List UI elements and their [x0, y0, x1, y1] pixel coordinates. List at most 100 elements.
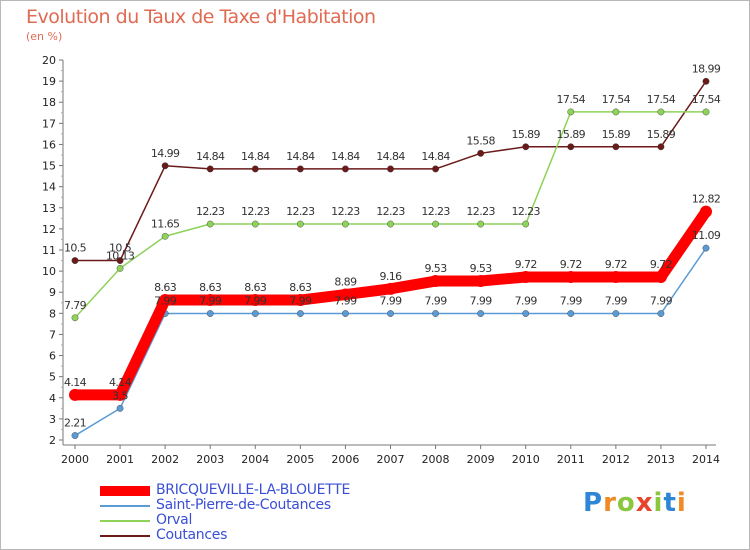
data-point-coutances	[387, 165, 394, 173]
data-label-orval: 12.23	[196, 205, 225, 218]
data-label-saint-pierre: 7.99	[289, 295, 312, 308]
data-point-orval	[161, 232, 169, 240]
data-label-coutances: 15.89	[602, 128, 631, 141]
y-tick-label: 9	[49, 286, 56, 299]
data-point-orval	[251, 220, 259, 228]
y-tick-label: 5	[49, 371, 56, 384]
logo-letter: x	[635, 488, 654, 518]
data-point-coutances	[432, 165, 439, 173]
data-point-saint-pierre	[251, 310, 259, 317]
data-label-coutances: 14.84	[331, 150, 360, 163]
data-point-coutances	[477, 149, 485, 157]
data-label-orval: 12.23	[376, 205, 405, 218]
x-tick-label: 2003	[196, 453, 224, 466]
data-label-orval: 11.65	[151, 217, 180, 230]
y-tick-label: 8	[49, 307, 56, 320]
y-tick-label: 11	[42, 244, 56, 257]
data-label-coutances: 15.89	[511, 128, 540, 141]
data-label-saint-pierre: 7.99	[379, 295, 402, 308]
data-point-coutances	[296, 165, 304, 173]
data-point-coutances	[206, 165, 214, 173]
y-tick-label: 6	[49, 350, 56, 363]
data-point-coutances	[702, 77, 710, 85]
data-point-orval	[702, 108, 710, 116]
logo-letter: P	[583, 488, 604, 518]
data-label-coutances: 15.89	[557, 128, 586, 141]
data-point-orval	[522, 220, 530, 228]
data-label-saint-pierre: 2.21	[64, 417, 86, 430]
data-point-orval	[116, 264, 124, 272]
x-tick-label: 2006	[331, 453, 359, 466]
data-label-orval: 17.54	[602, 93, 631, 106]
legend-label-coutances: Coutances	[156, 527, 228, 543]
data-point-saint-pierre	[296, 310, 304, 317]
data-point-bricqueville	[384, 282, 397, 295]
data-point-coutances	[116, 257, 124, 264]
y-tick-label: 12	[42, 223, 56, 236]
data-point-saint-pierre	[657, 310, 665, 317]
data-point-orval	[206, 220, 214, 228]
logo-letter: i	[676, 488, 687, 518]
proxiti-logo: Proxiti	[583, 488, 687, 518]
chart-subtitle: (en %)	[26, 30, 63, 43]
x-tick-label: 2008	[422, 453, 450, 466]
data-point-saint-pierre	[432, 310, 439, 317]
data-point-bricqueville	[429, 275, 442, 288]
data-label-coutances: 14.84	[376, 150, 405, 163]
y-tick-label: 2	[49, 434, 56, 447]
logo-letter: r	[603, 488, 617, 518]
chart-title: Evolution du Taux de Taxe d'Habitation	[26, 6, 376, 28]
data-label-orval: 7.79	[64, 299, 87, 312]
series-lines	[69, 77, 712, 439]
x-tick-label: 2014	[692, 453, 720, 466]
data-point-bricqueville	[700, 205, 712, 218]
data-point-bricqueville	[519, 271, 532, 284]
data-label-coutances: 14.84	[241, 150, 270, 163]
data-point-orval	[387, 220, 394, 228]
data-point-bricqueville	[564, 271, 577, 284]
x-tick-label: 2010	[512, 453, 540, 466]
data-label-orval: 12.23	[286, 205, 315, 218]
data-label-orval: 12.23	[241, 205, 270, 218]
y-tick-label: 19	[42, 75, 56, 88]
data-point-saint-pierre	[116, 404, 124, 412]
legend-swatch-bricqueville	[100, 486, 150, 496]
data-label-coutances: 18.99	[692, 62, 721, 75]
data-point-orval	[432, 220, 439, 228]
data-point-bricqueville	[609, 271, 622, 284]
data-point-saint-pierre	[387, 310, 394, 317]
data-point-bricqueville	[474, 275, 487, 288]
data-point-bricqueville	[249, 294, 262, 307]
x-tick-label: 2004	[241, 453, 269, 466]
data-label-bricqueville: 8.63	[199, 281, 222, 294]
y-tick-label: 4	[49, 392, 56, 405]
data-point-orval	[71, 314, 79, 322]
y-tick-label: 16	[42, 138, 56, 151]
data-point-bricqueville	[114, 388, 127, 401]
data-point-orval	[657, 108, 665, 116]
y-tick-label: 3	[49, 413, 56, 426]
data-label-saint-pierre: 7.99	[515, 295, 538, 308]
data-point-coutances	[567, 143, 575, 151]
y-tick-label: 18	[42, 96, 56, 109]
data-label-saint-pierre: 7.99	[650, 295, 673, 308]
x-tick-label: 2000	[61, 453, 89, 466]
data-label-bricqueville: 9.53	[425, 262, 448, 275]
x-tick-label: 2013	[647, 453, 675, 466]
data-label-saint-pierre: 7.99	[425, 295, 448, 308]
data-label-saint-pierre: 7.99	[470, 295, 493, 308]
data-point-coutances	[161, 162, 169, 170]
x-tick-label: 2009	[467, 453, 495, 466]
data-label-coutances: 10.5	[64, 242, 87, 255]
data-label-bricqueville: 4.14	[64, 376, 87, 389]
data-point-orval	[296, 220, 304, 228]
data-point-bricqueville	[159, 294, 172, 307]
data-point-saint-pierre	[612, 310, 620, 317]
legend-swatch-saint-pierre	[100, 505, 150, 507]
data-point-coutances	[612, 143, 620, 151]
y-tick-label: 10	[42, 265, 56, 278]
chart-axes: 2 3 4 5 6 7 8 9 10 11 12 13 14 15 16 17 18 19 20 2000 2001 20…	[42, 54, 720, 466]
data-label-orval: 17.54	[557, 93, 586, 106]
data-point-saint-pierre	[71, 432, 79, 439]
data-label-bricqueville: 12.82	[692, 193, 721, 206]
